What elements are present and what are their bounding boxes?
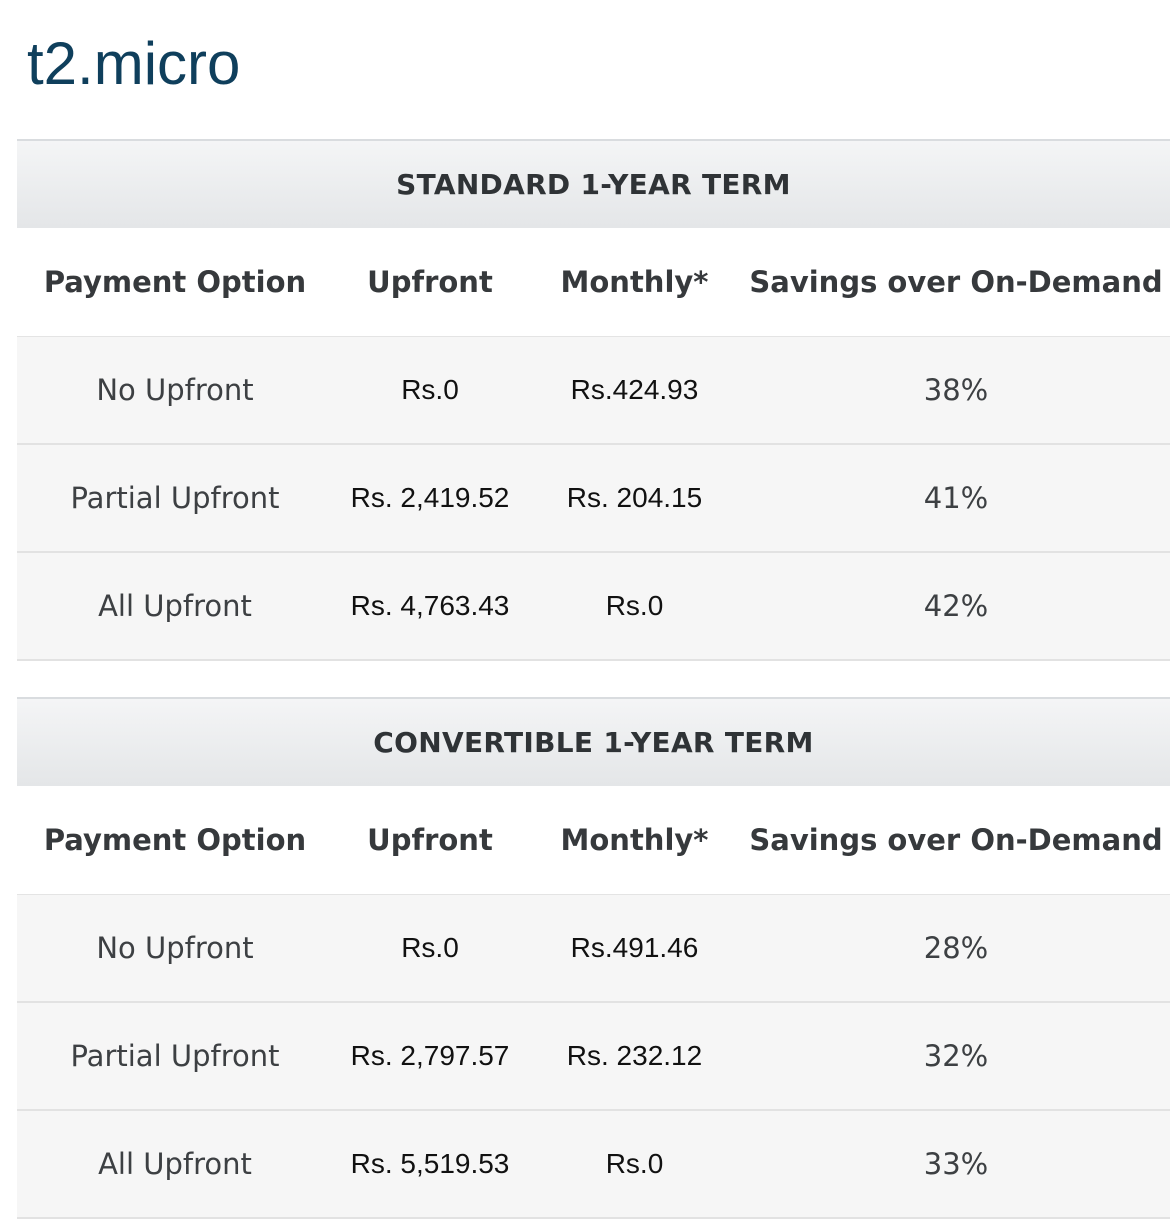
upfront-cell: Rs.0 [401, 932, 459, 963]
table-row: All Upfront Rs. 4,763.43 Rs.0 42% [17, 553, 1170, 661]
column-header-savings: Savings over On-Demand [749, 265, 1163, 299]
column-header-savings: Savings over On-Demand [749, 823, 1163, 857]
savings-cell: 28% [923, 931, 989, 965]
upfront-cell: Rs. 5,519.53 [350, 1148, 510, 1179]
monthly-cell: Rs.491.46 [570, 932, 699, 963]
page-title: t2.micro [27, 30, 241, 97]
column-header-payment-option: Payment Option [43, 823, 307, 857]
table-row: Partial Upfront Rs. 2,797.57 Rs. 232.12 … [17, 1003, 1170, 1111]
column-header-monthly: Monthly* [560, 265, 709, 299]
upfront-cell: Rs.0 [401, 374, 459, 405]
table-row: No Upfront Rs.0 Rs.491.46 28% [17, 895, 1170, 1003]
payment-option-cell: All Upfront [98, 1147, 252, 1181]
savings-cell: 42% [923, 589, 989, 623]
monthly-cell: Rs. 232.12 [566, 1040, 703, 1071]
payment-option-cell: All Upfront [98, 589, 252, 623]
payment-option-cell: Partial Upfront [70, 481, 280, 515]
convertible-term-table: CONVERTIBLE 1-YEAR TERM Payment Option U… [17, 697, 1170, 1219]
table-row: No Upfront Rs.0 Rs.424.93 38% [17, 337, 1170, 445]
monthly-cell: Rs. 204.15 [566, 482, 703, 513]
column-header-payment-option: Payment Option [43, 265, 307, 299]
monthly-cell: Rs.0 [605, 1148, 664, 1179]
term-header: CONVERTIBLE 1-YEAR TERM [17, 697, 1170, 786]
term-header: STANDARD 1-YEAR TERM [17, 139, 1170, 228]
upfront-cell: Rs. 2,797.57 [350, 1040, 510, 1071]
table-row: All Upfront Rs. 5,519.53 Rs.0 33% [17, 1111, 1170, 1219]
monthly-cell: Rs.0 [605, 590, 664, 621]
payment-option-cell: No Upfront [96, 373, 254, 407]
savings-cell: 41% [923, 481, 989, 515]
payment-option-cell: Partial Upfront [70, 1039, 280, 1073]
column-header-row: Payment Option Upfront Monthly* Savings … [17, 228, 1170, 337]
upfront-cell: Rs. 2,419.52 [350, 482, 510, 513]
savings-cell: 33% [923, 1147, 989, 1181]
table-row: Partial Upfront Rs. 2,419.52 Rs. 204.15 … [17, 445, 1170, 553]
upfront-cell: Rs. 4,763.43 [350, 590, 510, 621]
column-header-upfront: Upfront [367, 823, 493, 857]
column-header-upfront: Upfront [367, 265, 493, 299]
standard-term-table: STANDARD 1-YEAR TERM Payment Option Upfr… [17, 139, 1170, 661]
column-header-monthly: Monthly* [560, 823, 709, 857]
payment-option-cell: No Upfront [96, 931, 254, 965]
savings-cell: 38% [923, 373, 989, 407]
column-header-row: Payment Option Upfront Monthly* Savings … [17, 786, 1170, 895]
savings-cell: 32% [923, 1039, 989, 1073]
monthly-cell: Rs.424.93 [570, 374, 699, 405]
